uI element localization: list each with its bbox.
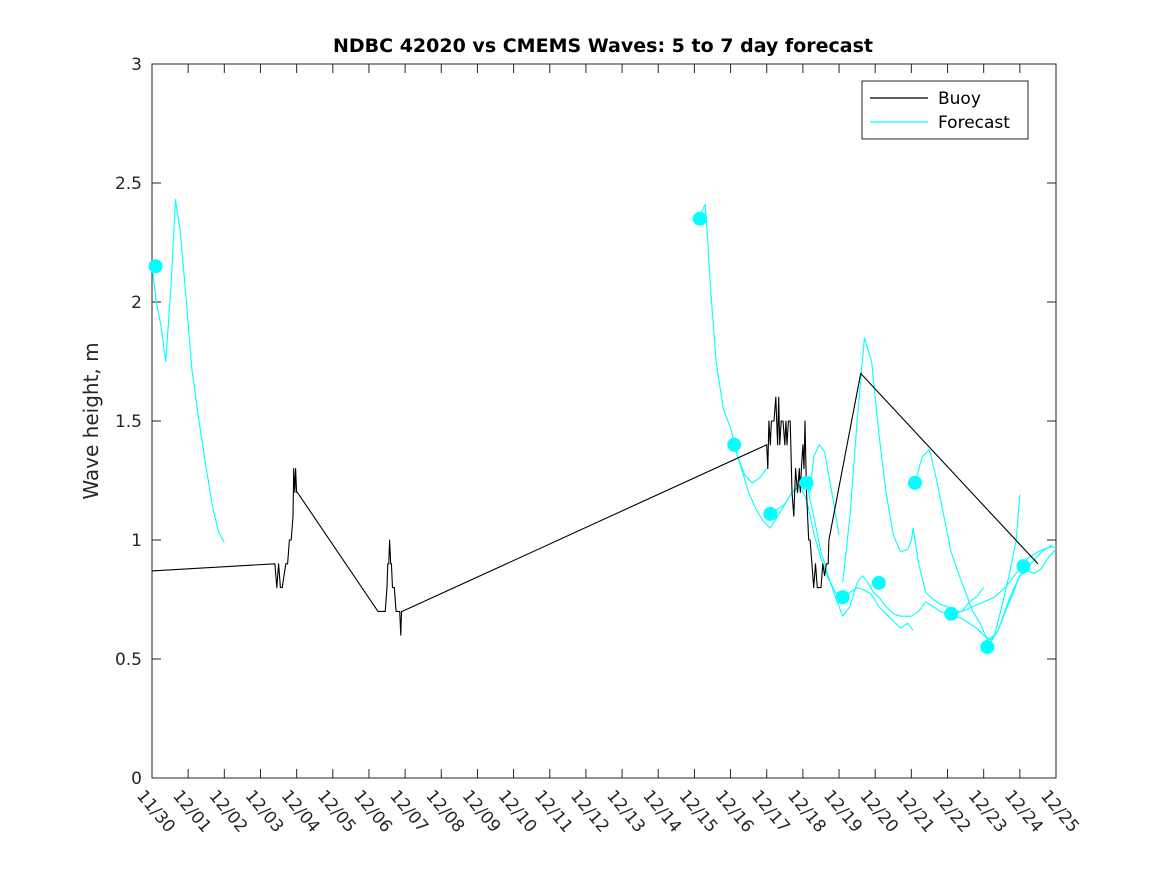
x-tick-label: 12/25 xyxy=(1036,786,1083,836)
chart-title: NDBC 42020 vs CMEMS Waves: 5 to 7 day fo… xyxy=(333,35,873,57)
plot-area: 00.511.522.5311/3012/0112/0212/0312/0412… xyxy=(115,55,1083,837)
forecast-line-segment xyxy=(914,449,1021,641)
y-tick-label: 1 xyxy=(131,531,142,551)
forecast-start-marker xyxy=(692,211,707,226)
x-tick-label: 12/04 xyxy=(277,786,324,836)
x-tick-label: 12/23 xyxy=(964,786,1011,836)
x-tick-label: 12/17 xyxy=(747,786,794,836)
x-tick-label: 11/30 xyxy=(132,786,179,836)
y-tick-label: 0.5 xyxy=(115,650,142,670)
x-tick-label: 12/19 xyxy=(819,786,866,836)
x-tick-label: 12/22 xyxy=(928,786,975,836)
x-tick-label: 12/02 xyxy=(204,786,251,836)
x-tick-label: 12/16 xyxy=(711,786,758,836)
x-tick-label: 12/18 xyxy=(783,786,830,836)
forecast-start-marker xyxy=(835,590,850,605)
y-tick-label: 2 xyxy=(131,293,142,313)
forecast-start-marker xyxy=(1016,559,1031,574)
legend-box xyxy=(861,80,1029,140)
x-tick-label: 12/12 xyxy=(566,786,613,836)
y-tick-label: 1.5 xyxy=(115,412,142,432)
x-tick-label: 12/10 xyxy=(494,786,541,836)
x-tick-label: 12/05 xyxy=(313,786,360,836)
x-tick-label: 12/21 xyxy=(892,786,939,836)
x-tick-label: 12/06 xyxy=(349,786,396,836)
plot-frame xyxy=(151,63,1057,779)
forecast-start-marker xyxy=(980,640,995,655)
x-tick-label: 12/13 xyxy=(602,786,649,836)
y-tick-label: 2.5 xyxy=(115,174,142,194)
x-tick-label: 12/07 xyxy=(385,786,432,836)
x-tick-label: 12/03 xyxy=(241,786,288,836)
x-tick-label: 12/15 xyxy=(675,786,722,836)
buoy-line xyxy=(151,372,1039,636)
x-tick-label: 12/09 xyxy=(458,786,505,836)
y-tick-label: 3 xyxy=(131,55,142,75)
y-axis-label: Wave height, m xyxy=(79,342,103,499)
x-tick-label: 12/01 xyxy=(168,786,215,836)
x-tick-label: 12/08 xyxy=(421,786,468,836)
forecast-line-segment xyxy=(733,444,914,631)
forecast-start-marker xyxy=(799,475,814,490)
forecast-start-marker xyxy=(727,437,742,452)
forecast-line-segment xyxy=(151,199,225,543)
forecast-line-segment xyxy=(805,482,1057,641)
forecast-line-segment xyxy=(697,203,768,484)
x-tick-label: 12/24 xyxy=(1000,786,1047,836)
forecast-start-marker xyxy=(944,606,959,621)
x-tick-label: 12/14 xyxy=(638,786,685,836)
legend-label: Buoy xyxy=(938,89,981,109)
forecast-start-marker xyxy=(871,575,886,590)
forecast-line-segment xyxy=(950,546,1056,615)
forecast-start-marker xyxy=(148,259,163,274)
y-tick-label: 0 xyxy=(131,769,142,789)
x-tick-label: 12/11 xyxy=(530,786,577,836)
forecast-start-marker xyxy=(763,506,778,521)
x-tick-label: 12/20 xyxy=(855,786,902,836)
forecast-start-marker xyxy=(907,475,922,490)
forecast-line-segment xyxy=(986,544,1053,648)
legend-label: Forecast xyxy=(938,113,1010,133)
